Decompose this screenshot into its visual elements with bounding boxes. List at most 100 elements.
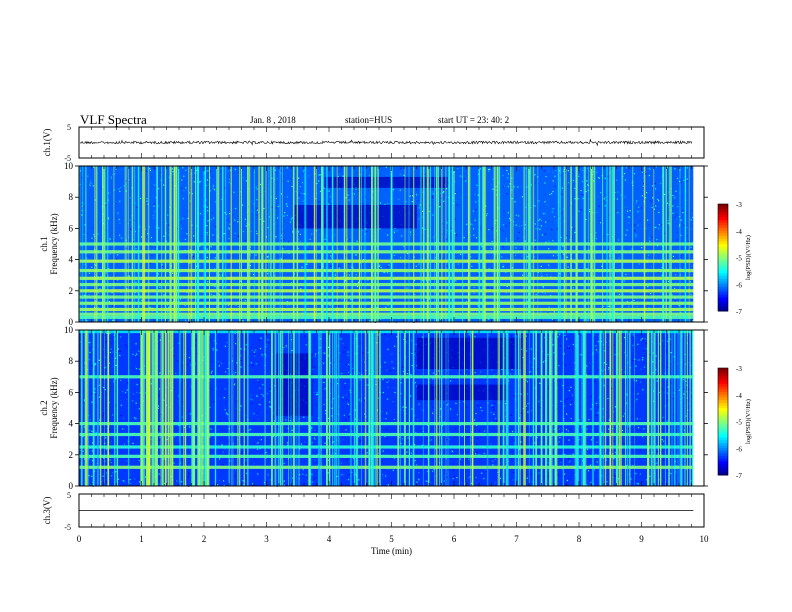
- ch2-spectrogram-noise: [685, 380, 687, 382]
- ch2-spectrogram-noise: [465, 471, 467, 473]
- ch2-spectrogram-noise: [547, 354, 549, 356]
- ch1-spectrogram-noise: [173, 300, 175, 302]
- ch1-spectrogram-noise: [544, 292, 546, 295]
- ch1-bottom-ticks: [78, 153, 705, 158]
- ch1-spectrogram-noise: [180, 319, 182, 321]
- ch1-spectrogram-noise: [457, 263, 459, 265]
- ch1-spectrogram-noise: [112, 319, 114, 321]
- ch1-spectrogram-sferic: [230, 166, 232, 322]
- ch1-spectrogram-noise: [409, 195, 411, 197]
- ch1-spectrogram-noise: [424, 191, 426, 193]
- ch1-spectrogram-noise: [355, 274, 357, 276]
- ch1-spectrogram-noise: [283, 257, 285, 259]
- ch1-spectrogram-noise: [292, 177, 294, 180]
- ch2-spectrogram-noise: [401, 440, 403, 442]
- ch2-spectrogram-noise: [113, 381, 115, 383]
- ch1-spectrogram-noise: [210, 219, 212, 221]
- ch2-spectrogram-noise: [351, 367, 353, 370]
- ch2-spectrogram-noise: [351, 471, 353, 473]
- ch1-spectrogram-noise: [146, 200, 148, 202]
- ch2-spectrogram-noise: [212, 347, 214, 349]
- ch2-spectrogram-noise: [382, 477, 384, 479]
- ch1-spectrogram-noise: [620, 318, 622, 320]
- ch1-spectrogram-noise: [379, 264, 381, 266]
- ch1-spectrogram-noise: [415, 194, 418, 196]
- ch1-spectrogram-noise: [647, 254, 650, 256]
- ch1-spectrogram-noise: [228, 238, 230, 240]
- ch2-spectrogram-noise: [383, 384, 385, 386]
- ch1-spectrogram-noise: [289, 304, 291, 306]
- ch1-spectrogram-noise: [676, 168, 678, 170]
- ch1-spectrogram-noise: [227, 170, 229, 172]
- ch2-spectrogram-noise: [450, 450, 453, 452]
- ch2-spectrogram-noise: [319, 334, 321, 336]
- ch1-spectrogram-noise: [551, 193, 553, 195]
- ch2-spectrogram-noise: [564, 473, 566, 475]
- ch1-spectrogram-noise: [379, 253, 381, 255]
- ch1-spectrogram-noise: [110, 176, 113, 178]
- ch1-spectrogram-noise: [431, 197, 433, 199]
- ch1-spectrogram-noise: [543, 212, 545, 215]
- ch2-spectrogram-noise: [628, 378, 630, 380]
- ch1-spectrogram-noise: [282, 245, 284, 247]
- ch1-spectrogram-sferic: [128, 166, 129, 322]
- ch2-spectrogram-noise: [386, 429, 388, 431]
- ch2-spectrogram-noise: [687, 388, 690, 390]
- ch1-spectrogram-noise: [638, 263, 640, 265]
- ch2-spectrogram-noise: [213, 340, 216, 342]
- ch2-spectrogram-noise: [384, 361, 386, 363]
- ch1-spectrogram-sferic: [240, 166, 242, 322]
- ch1-spectrogram-noise: [180, 227, 182, 230]
- ch1-spectrogram-noise: [505, 271, 507, 274]
- ch1-spectrogram-sferic: [260, 166, 263, 322]
- ch1-spectrogram-noise: [538, 294, 540, 296]
- ch2-spectrogram-noise: [262, 384, 264, 386]
- ch2-spectrogram-noise: [603, 384, 605, 386]
- ch2-spectrogram-noise: [601, 379, 603, 381]
- ch2-spectrogram-noise: [446, 439, 448, 441]
- ch1-spectrogram-noise: [477, 263, 479, 265]
- ch2-spectrogram-noise: [361, 344, 364, 346]
- ch1-spectrogram-noise: [442, 192, 444, 194]
- ch1-spectrogram-noise: [605, 196, 607, 198]
- ch1-spectrogram-noise: [87, 173, 89, 175]
- ch2-spectrogram-noise: [285, 429, 287, 431]
- ch2-spectrogram-noise: [95, 393, 97, 395]
- ch1-spectrogram-noise: [243, 318, 246, 320]
- ch2-spectrogram-noise: [391, 453, 393, 455]
- ch1-spectrogram-noise: [417, 200, 419, 202]
- ch2-spectrogram-noise: [570, 363, 572, 365]
- ch1-spectrogram-noise: [378, 286, 380, 288]
- ch1-spectrogram-noise: [668, 226, 670, 229]
- ch1-spectrogram-noise: [396, 230, 398, 232]
- ch1-spectrogram-noise: [229, 272, 231, 274]
- ch2-spectrogram-noise: [269, 401, 271, 403]
- ch1-spectrogram-noise: [472, 210, 475, 212]
- ch1-spectrogram-noise: [554, 214, 556, 216]
- ch1-spectrogram-noise: [618, 169, 620, 172]
- ch2-spectrogram-noise: [313, 443, 315, 445]
- ch2-spectrogram-noise: [175, 417, 177, 419]
- ch1-spectrogram-noise: [150, 237, 152, 239]
- ch1-spectrogram-noise: [540, 265, 542, 267]
- ch1-spectrogram-noise: [171, 216, 173, 218]
- ch2-spectrogram-noise: [386, 438, 388, 440]
- ch1-spectrogram-noise: [534, 182, 536, 184]
- ch1-spectrogram-noise: [598, 177, 601, 179]
- ch2-spectrogram-noise: [82, 464, 84, 466]
- ch2-spectrogram-noise: [344, 335, 346, 337]
- ch2-spectrogram-noise: [439, 483, 442, 485]
- ch1-spectrogram-noise: [647, 219, 649, 221]
- ch1-spectrogram-noise: [540, 233, 542, 235]
- ch1-spectrogram-noise: [526, 300, 528, 302]
- ch1-spectrogram-noise: [392, 189, 394, 191]
- ch1-spectrogram-noise: [439, 192, 442, 194]
- ch1-spectrogram-noise: [686, 167, 689, 169]
- ch1-spectrogram-noise: [309, 238, 311, 240]
- ch2-spectrogram-noise: [406, 373, 409, 375]
- ch2-spectrogram-noise: [255, 347, 257, 349]
- ch1-spectrogram-noise: [674, 287, 676, 289]
- ch1-spectrogram-noise: [394, 281, 396, 283]
- ch1-spectrogram-noise: [224, 211, 226, 213]
